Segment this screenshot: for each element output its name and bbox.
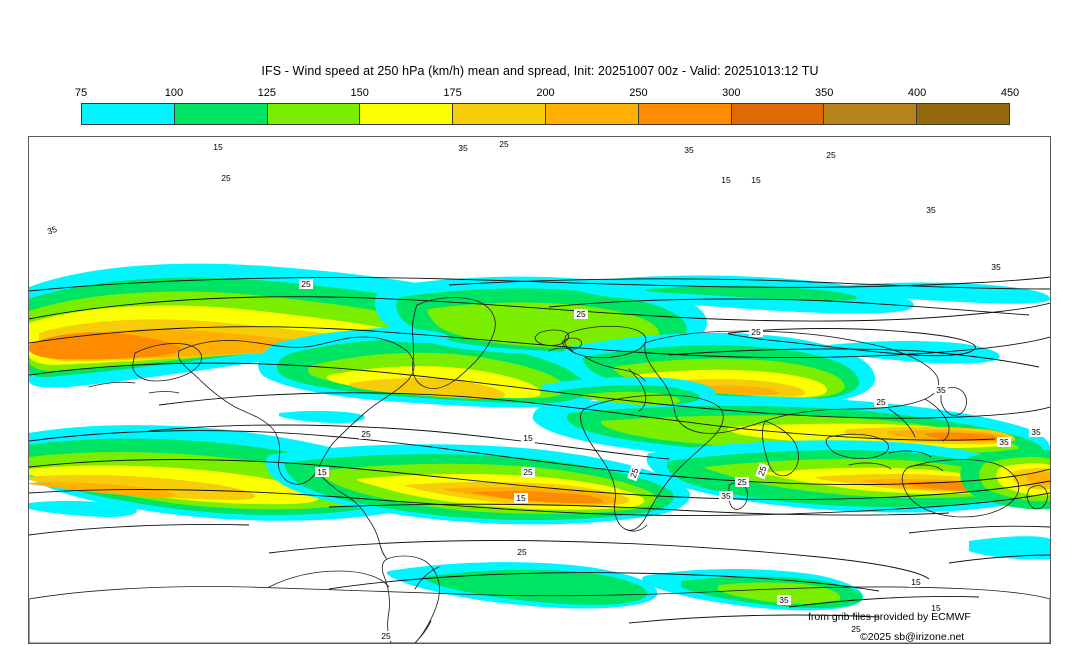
- svg-text:15: 15: [213, 142, 223, 152]
- svg-text:35: 35: [779, 595, 789, 605]
- map-canvas[interactable]: 15 35 25 35 25 15 25 35 35 15 25 25 25 3…: [28, 136, 1051, 644]
- svg-text:15: 15: [931, 603, 941, 613]
- colorbar-tick-400: 400: [907, 87, 927, 99]
- colorbar-tick-350: 350: [815, 87, 834, 99]
- colorbar-band-200-250: [545, 104, 639, 124]
- svg-text:35: 35: [721, 491, 731, 501]
- svg-text:25: 25: [361, 429, 371, 439]
- colorbar-tick-150: 150: [350, 87, 369, 99]
- svg-text:35: 35: [458, 143, 468, 153]
- data-source-credit: from grib files provided by ECMWF: [808, 611, 971, 623]
- mean-wind-contours: [29, 276, 1050, 624]
- svg-text:25: 25: [756, 465, 769, 478]
- page-title: IFS - Wind speed at 250 hPa (km/h) mean …: [261, 64, 819, 78]
- colorbar-tick-250: 250: [629, 87, 648, 99]
- svg-text:15: 15: [516, 493, 526, 503]
- world-map-svg: 15 35 25 35 25 15 25 35 35 15 25 25 25 3…: [29, 137, 1050, 643]
- svg-text:25: 25: [523, 467, 533, 477]
- svg-text:25: 25: [628, 467, 641, 480]
- svg-text:25: 25: [826, 150, 836, 160]
- colorbar: 75 100 125 150 175 200 250 300 350 400 450: [75, 87, 1019, 125]
- colorbar-band-150-175: [360, 104, 454, 124]
- svg-text:15: 15: [523, 433, 533, 443]
- svg-text:25: 25: [499, 139, 509, 149]
- colorbar-tick-300: 300: [722, 87, 741, 99]
- svg-text:35: 35: [926, 205, 936, 215]
- svg-text:25: 25: [381, 631, 391, 641]
- spread-shading-northern: [29, 263, 1050, 466]
- colorbar-tick-labels: 75 100 125 150 175 200 250 300 350 400 450: [75, 87, 1019, 101]
- colorbar-tick-100: 100: [164, 87, 184, 99]
- colorbar-band-400-450: [917, 104, 1009, 124]
- contour-labels: 15 35 25 35 25 15 25 35 35 15 25 25 25 3…: [43, 139, 1043, 641]
- svg-text:25: 25: [517, 547, 527, 557]
- svg-text:15: 15: [317, 467, 327, 477]
- copyright-credit: ©2025 sb@irizone.net: [860, 631, 965, 643]
- colorbar-band-175-200: [453, 104, 546, 124]
- svg-text:35: 35: [936, 385, 946, 395]
- svg-text:25: 25: [221, 173, 231, 183]
- svg-text:25: 25: [751, 327, 761, 337]
- svg-text:35: 35: [991, 262, 1001, 272]
- spread-shading-southern: [29, 425, 1050, 611]
- colorbar-tick-175: 175: [443, 87, 462, 99]
- svg-text:15: 15: [721, 175, 731, 185]
- svg-text:15: 15: [751, 175, 761, 185]
- svg-text:15: 15: [911, 577, 921, 587]
- svg-text:35: 35: [46, 224, 58, 237]
- svg-text:35: 35: [999, 437, 1009, 447]
- colorbar-bands: [81, 103, 1010, 125]
- svg-text:25: 25: [301, 279, 311, 289]
- svg-text:35: 35: [1031, 427, 1041, 437]
- colorbar-tick-75: 75: [74, 87, 88, 99]
- colorbar-band-75-100: [82, 104, 175, 124]
- svg-text:25: 25: [737, 477, 747, 487]
- svg-text:35: 35: [684, 145, 694, 155]
- colorbar-band-250-300: [638, 104, 732, 124]
- colorbar-tick-450: 450: [1000, 87, 1020, 99]
- svg-text:25: 25: [851, 624, 861, 634]
- colorbar-tick-125: 125: [257, 87, 276, 99]
- colorbar-band-100-125: [174, 104, 268, 124]
- colorbar-band-125-150: [267, 104, 361, 124]
- colorbar-band-300-350: [731, 104, 825, 124]
- colorbar-tick-200: 200: [536, 87, 555, 99]
- svg-text:25: 25: [576, 309, 586, 319]
- colorbar-band-350-400: [824, 104, 918, 124]
- svg-text:25: 25: [876, 397, 886, 407]
